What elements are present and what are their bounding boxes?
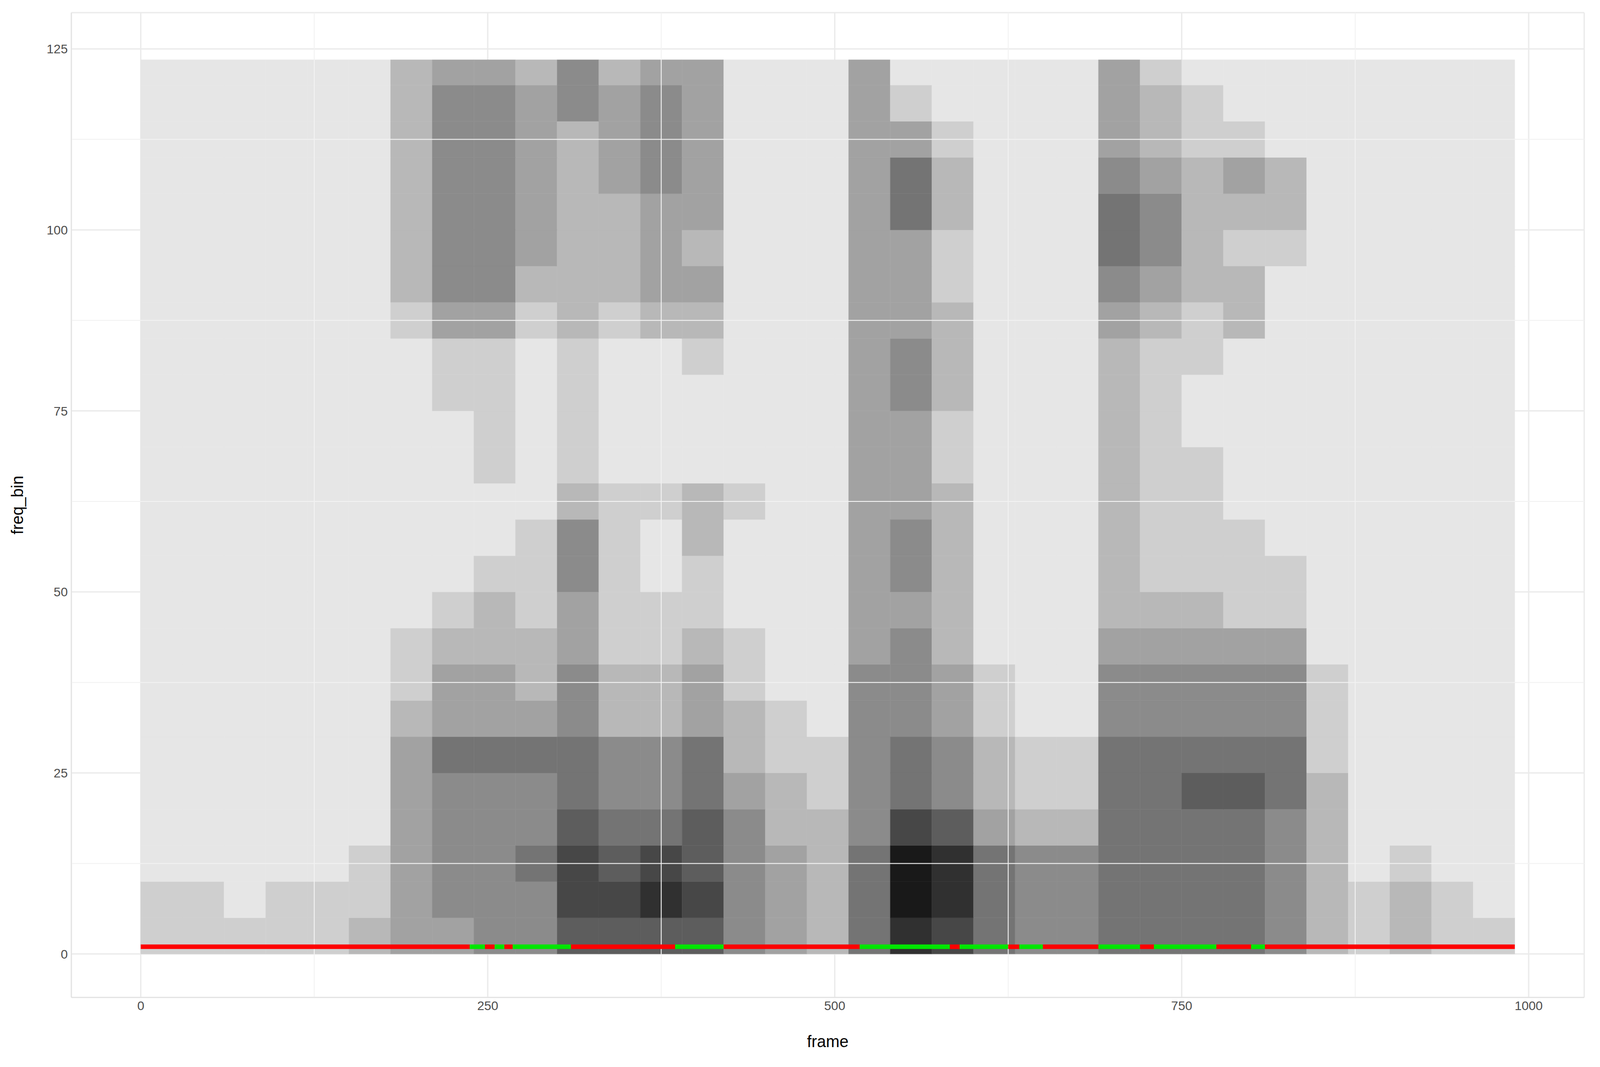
svg-text:freq_bin: freq_bin: [8, 475, 27, 535]
svg-text:100: 100: [46, 223, 68, 238]
svg-text:125: 125: [46, 41, 68, 56]
svg-text:250: 250: [477, 998, 499, 1013]
svg-text:frame: frame: [806, 1031, 849, 1051]
svg-text:1000: 1000: [1514, 998, 1543, 1013]
svg-text:750: 750: [1170, 998, 1193, 1013]
svg-text:0: 0: [60, 946, 68, 961]
svg-text:0: 0: [137, 998, 145, 1013]
svg-text:500: 500: [824, 998, 846, 1013]
svg-text:75: 75: [53, 404, 68, 419]
svg-text:50: 50: [53, 584, 68, 599]
svg-text:25: 25: [53, 765, 68, 780]
